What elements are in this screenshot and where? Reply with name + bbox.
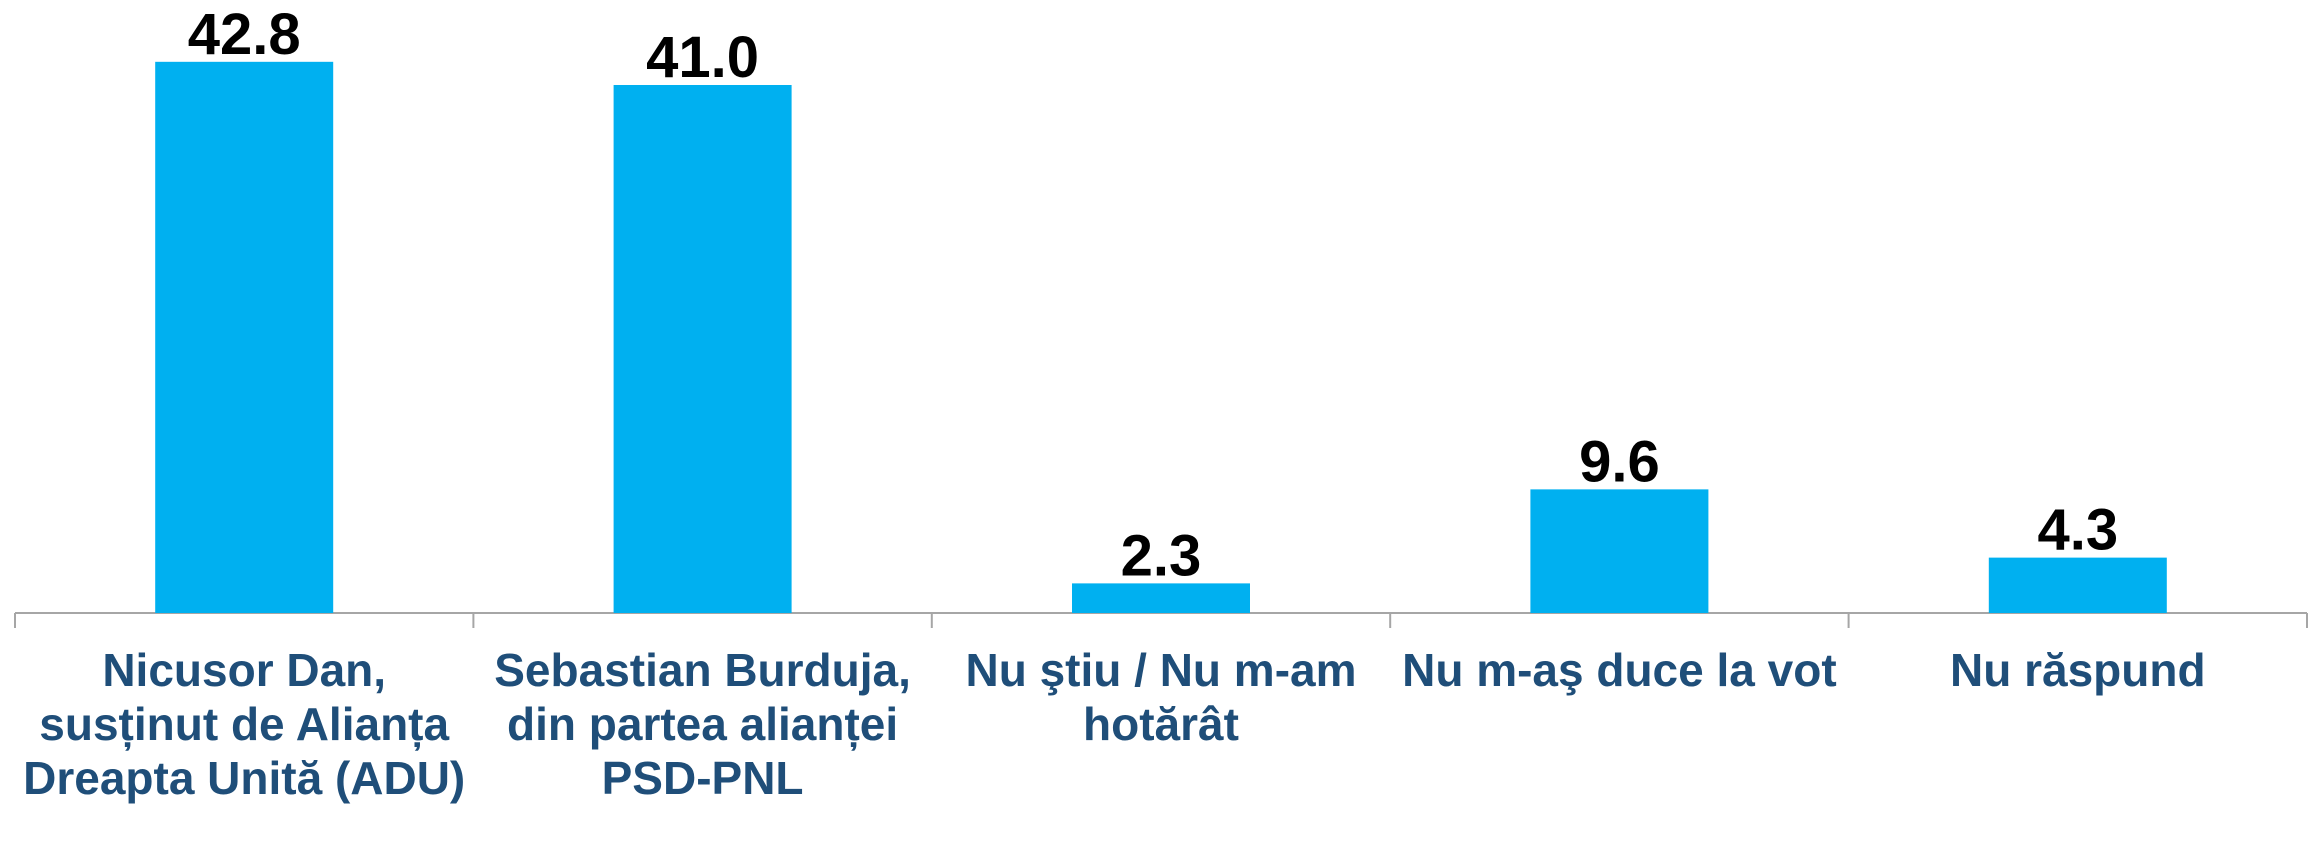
bar bbox=[155, 61, 334, 613]
value-label: 42.8 bbox=[188, 2, 301, 67]
value-label: 9.6 bbox=[1579, 429, 1660, 494]
bar bbox=[1988, 557, 2167, 613]
bar bbox=[1530, 489, 1709, 613]
value-label: 41.0 bbox=[646, 25, 759, 90]
x-tick-label: Nu ştiu / Nu m-am hotărât bbox=[965, 644, 1357, 750]
bar bbox=[1072, 583, 1250, 613]
x-tick-label: Nicusor Dan, susținut de Alianța Dreapta… bbox=[23, 644, 466, 804]
value-label: 4.3 bbox=[2037, 498, 2118, 563]
x-tick-label: Nu răspund bbox=[1950, 644, 2206, 696]
bar bbox=[613, 84, 792, 614]
x-tick-label: Sebastian Burduja, din partea alianței P… bbox=[494, 644, 911, 804]
value-label: 2.3 bbox=[1121, 523, 1202, 588]
x-tick-label: Nu m-aş duce la vot bbox=[1402, 644, 1837, 696]
